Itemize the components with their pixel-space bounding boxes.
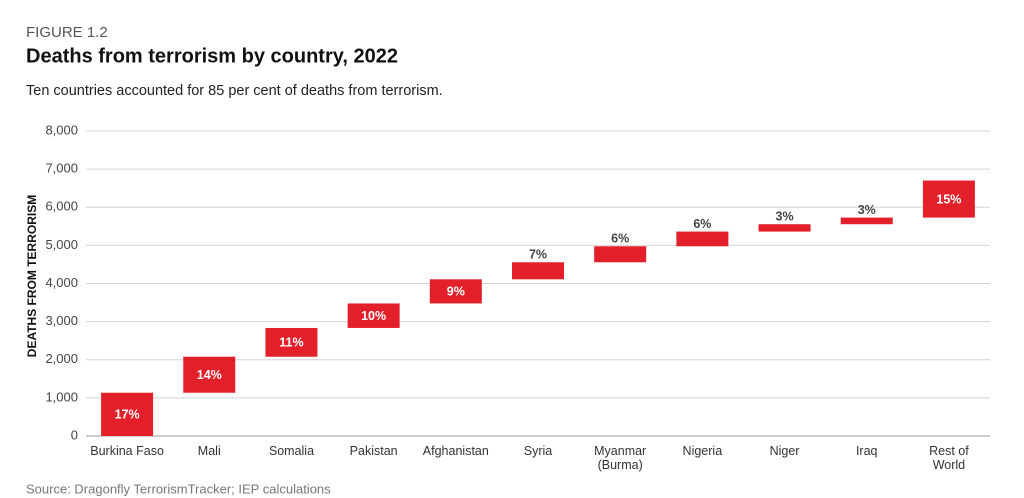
y-tick-label: 2,000 (45, 351, 78, 366)
value-label: 9% (447, 285, 465, 299)
value-label: 3% (776, 210, 794, 224)
bar (758, 224, 811, 232)
figure-label: FIGURE 1.2 (26, 24, 108, 41)
x-tick-label: Rest of World (929, 444, 969, 472)
x-tick-label: Syria (524, 444, 553, 458)
value-label: 10% (361, 309, 386, 323)
value-label: 15% (936, 192, 961, 206)
value-label: 6% (611, 232, 629, 246)
y-tick-label: 7,000 (45, 161, 78, 176)
source-note: Source: Dragonfly TerrorismTracker; IEP … (26, 481, 331, 496)
y-tick-label: 1,000 (45, 389, 78, 404)
y-tick-label: 5,000 (45, 237, 78, 252)
y-tick-label: 4,000 (45, 275, 78, 290)
bar (183, 356, 236, 393)
bar (347, 303, 400, 328)
bar (922, 180, 975, 218)
value-label: 3% (858, 203, 876, 217)
x-tick-label: Iraq (856, 444, 878, 458)
chart-subtitle: Ten countries accounted for 85 per cent … (26, 83, 443, 99)
bar (840, 217, 893, 225)
y-tick-label: 6,000 (45, 199, 78, 214)
bar (594, 246, 647, 263)
bar (101, 392, 154, 436)
x-tick-label: Myanmar (Burma) (594, 444, 646, 472)
bar (676, 231, 729, 247)
bar (429, 279, 482, 304)
y-tick-label: 8,000 (45, 122, 78, 137)
bar (265, 327, 318, 357)
x-tick-label: Pakistan (350, 444, 398, 458)
y-tick-label: 3,000 (45, 313, 78, 328)
x-tick-label: Afghanistan (423, 444, 489, 458)
x-tick-label: Niger (770, 444, 800, 458)
value-label: 17% (115, 408, 140, 422)
value-label: 6% (693, 217, 711, 231)
y-axis-label: DEATHS FROM TERRORISM (25, 195, 39, 357)
value-label: 14% (197, 368, 222, 382)
value-label: 11% (279, 336, 303, 350)
x-tick-label: Burkina Faso (90, 444, 164, 458)
bar (512, 262, 564, 280)
x-tick-label: Mali (198, 444, 221, 458)
x-tick-label: Somalia (269, 444, 314, 458)
y-tick-label: 0 (71, 427, 78, 442)
x-tick-label: Nigeria (683, 444, 723, 458)
chart-title: Deaths from terrorism by country, 2022 (26, 45, 398, 67)
value-label: 7% (529, 248, 547, 262)
